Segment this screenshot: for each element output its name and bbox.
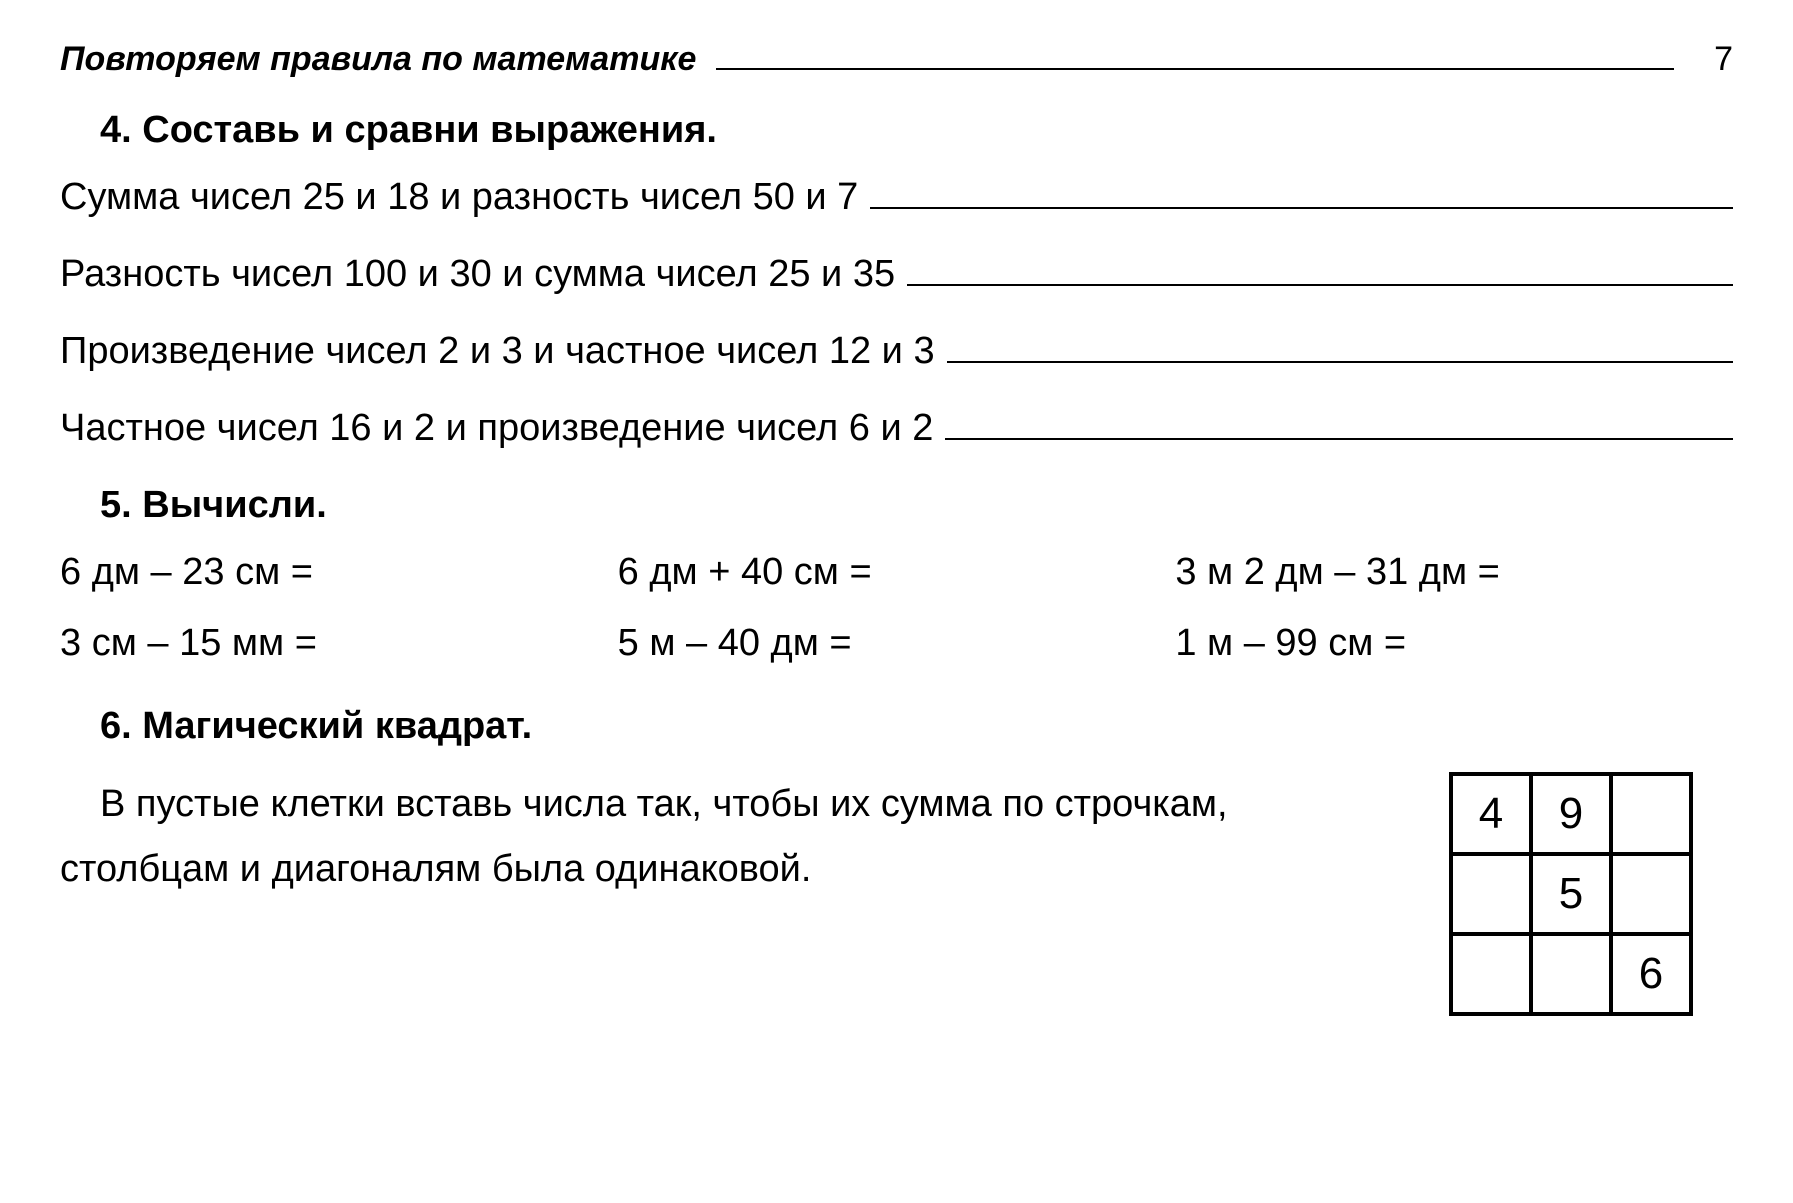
- task6-heading: 6. Магический квадрат.: [100, 705, 1733, 748]
- magic-cell: 9: [1531, 774, 1611, 854]
- magic-square: 4 9 5 6: [1449, 772, 1693, 1016]
- header-rule: [716, 68, 1674, 70]
- task5-heading: 5. Вычисли.: [100, 484, 1733, 527]
- magic-cell: [1451, 854, 1531, 934]
- task5-grid: 6 дм – 23 см = 6 дм + 40 см = 3 м 2 дм –…: [60, 551, 1733, 665]
- calc-cell: 1 м – 99 см =: [1175, 622, 1733, 665]
- task4-line-1: Сумма чисел 25 и 18 и разность чисел 50 …: [60, 176, 1733, 219]
- task6-wrap: В пустые клетки вставь числа так, чтобы …: [60, 772, 1733, 1016]
- task4-line-4-text: Частное чисел 16 и 2 и произведение чисе…: [60, 407, 933, 450]
- magic-cell: 4: [1451, 774, 1531, 854]
- calc-cell: 6 дм – 23 см =: [60, 551, 618, 594]
- calc-cell: 5 м – 40 дм =: [618, 622, 1176, 665]
- magic-cell: 5: [1531, 854, 1611, 934]
- calc-cell: 6 дм + 40 см =: [618, 551, 1176, 594]
- page-number: 7: [1714, 40, 1733, 79]
- blank: [947, 361, 1733, 363]
- task4-line-3-text: Произведение чисел 2 и 3 и частное чисел…: [60, 330, 935, 373]
- blank: [907, 284, 1733, 286]
- task4-line-2: Разность чисел 100 и 30 и сумма чисел 25…: [60, 253, 1733, 296]
- task4-heading: 4. Составь и сравни выражения.: [100, 109, 1733, 152]
- calc-cell: 3 см – 15 мм =: [60, 622, 618, 665]
- magic-cell: [1611, 854, 1691, 934]
- magic-cell: [1451, 934, 1531, 1014]
- task6-body: В пустые клетки вставь числа так, чтобы …: [60, 772, 1389, 901]
- task4-line-1-text: Сумма чисел 25 и 18 и разность чисел 50 …: [60, 176, 858, 219]
- magic-cell: [1611, 774, 1691, 854]
- magic-cell: 6: [1611, 934, 1691, 1014]
- task4-line-3: Произведение чисел 2 и 3 и частное чисел…: [60, 330, 1733, 373]
- blank: [870, 207, 1733, 209]
- header-title: Повторяем правила по математике: [60, 40, 696, 79]
- blank: [945, 438, 1733, 440]
- task4-line-2-text: Разность чисел 100 и 30 и сумма чисел 25…: [60, 253, 895, 296]
- calc-cell: 3 м 2 дм – 31 дм =: [1175, 551, 1733, 594]
- magic-cell: [1531, 934, 1611, 1014]
- page-header: Повторяем правила по математике 7: [60, 40, 1733, 79]
- task4-line-4: Частное чисел 16 и 2 и произведение чисе…: [60, 407, 1733, 450]
